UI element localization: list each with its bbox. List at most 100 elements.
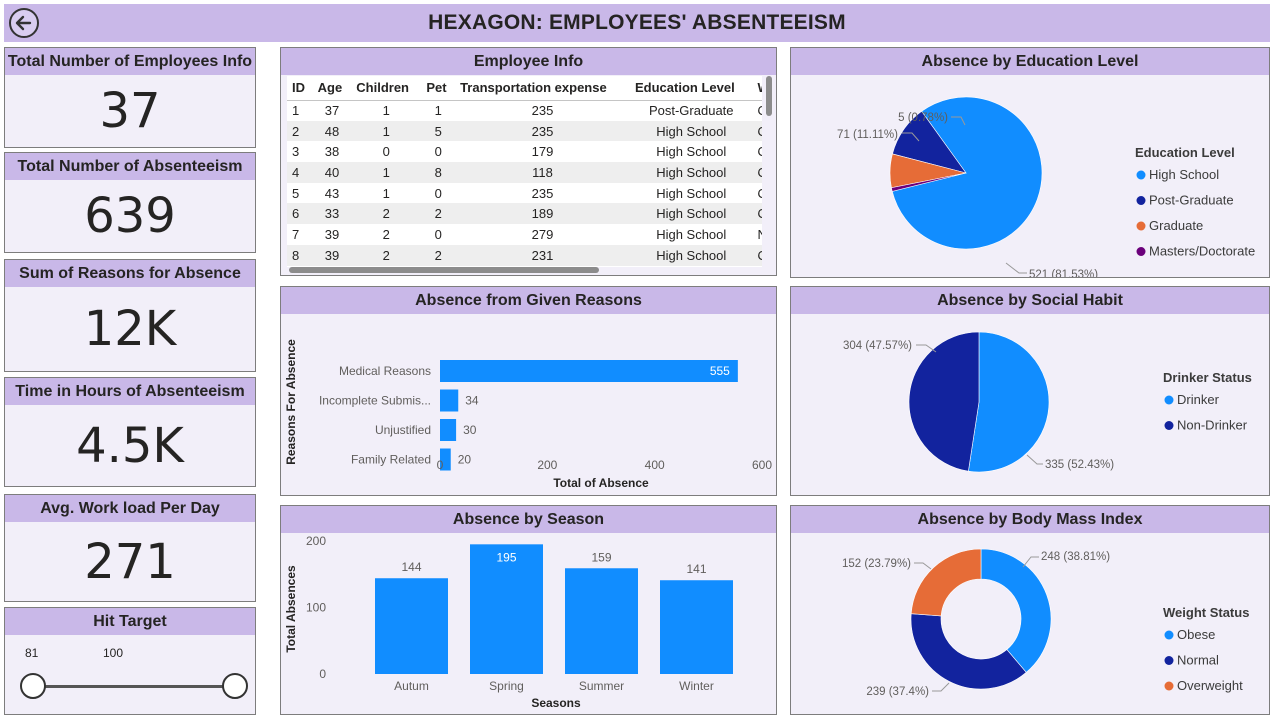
y-tick-label: 100 [306,601,326,615]
legend-item: Normal [1177,653,1219,668]
table-row[interactable]: 3 38 0 0 179 High School Ob [287,141,762,162]
pie-slice-overweight [910,548,982,617]
table-cell: 189 [455,203,630,225]
table-cell: Post-Graduate [648,103,734,119]
table-cell: 1 [351,120,422,142]
label-leader-line [1022,556,1039,568]
table-cell: No [753,224,763,245]
data-label: 141 [686,562,706,576]
table-cell: Ob [752,120,762,142]
table-cell: 235 [531,103,554,119]
column-header[interactable]: Pet [421,76,456,101]
legend-item: Overweight [1177,678,1243,693]
horizontal-scrollbar[interactable] [289,267,599,273]
chart-title: Absence by Body Mass Index [791,506,1269,533]
legend-marker [1164,656,1174,665]
kpi-card-total-employees: Total Number of Employees Info 37 [4,47,256,148]
label-leader-line [932,682,950,692]
table-cell: 2 [382,226,390,242]
slider-min-handle[interactable] [20,673,46,699]
legend-item: Graduate [1149,218,1203,233]
table-cell: 1 [434,103,442,119]
social-habit-chart: Absence by Social Habit 335 (52.43%) 304 … [790,286,1270,496]
kpi-title: Sum of Reasons for Absence [5,260,255,287]
kpi-title: Total Number of Absenteeism [5,153,255,180]
kpi-title: Time in Hours of Absenteeism [5,378,255,405]
table-cell: Over [752,203,762,225]
x-tick-label: 600 [752,458,772,472]
back-button[interactable] [9,8,39,38]
table-cell: 0 [434,185,442,201]
column-header[interactable]: ID [287,76,313,101]
legend-marker [1136,247,1146,256]
back-arrow-icon [15,15,32,31]
table-cell: 2 [287,120,313,142]
x-axis-title: Seasons [531,696,581,710]
table-cell: 39 [312,244,352,266]
kpi-card-sum-reasons: Sum of Reasons for Absence 12K [4,259,256,372]
table-scroll-area[interactable]: ID Age Children Pet Transportation expen… [287,76,762,267]
column-header[interactable]: Weigh [752,76,762,101]
table-cell: 0 [382,144,390,160]
legend-marker [1164,421,1174,430]
column-header[interactable]: Age [312,76,352,101]
column-header[interactable]: Children [351,76,422,101]
bar [440,389,459,412]
table-cell: 8 [287,244,313,266]
table-row[interactable]: 7 39 2 0 279 High School No [287,224,762,245]
legend-item: Post-Graduate [1149,193,1234,208]
x-axis-title: Total of Absence [553,476,649,490]
table-cell: 40 [312,162,352,183]
slider-min-input[interactable]: 81 [21,640,93,666]
table-row[interactable]: 5 43 1 0 235 High School Ob [287,183,762,204]
pie-slice-drinker [968,331,1050,473]
category-label: Winter [679,679,714,693]
table-cell: 4 [287,162,313,183]
chart-title: Absence from Given Reasons [281,287,776,314]
label-leader-line [951,116,966,126]
chart-title: Absence by Season [281,506,776,533]
table-cell: 6 [287,203,313,225]
table-cell: Ob [752,162,762,183]
column-header[interactable]: Education Level [630,76,753,101]
kpi-card-total-absenteeism: Total Number of Absenteeism 639 [4,152,256,253]
data-label: 5 (0.78%) [898,112,948,124]
slider-track[interactable] [33,685,233,688]
data-label: 555 [710,364,730,378]
x-tick-label: 0 [437,458,444,472]
table-row[interactable]: 1 37 1 1 235 Post-Graduate Ob [287,100,762,121]
data-label: 152 (23.79%) [842,558,911,570]
bar [660,580,733,674]
table-cell: 1 [292,103,300,119]
bmi-chart: Absence by Body Mass Index 248 (38.81%) 2… [790,505,1270,715]
table-cell: 0 [434,226,442,242]
reasons-chart: Absence from Given Reasons Medical Reaso… [280,286,777,496]
slider-max-input[interactable]: 100 [99,640,171,666]
legend-item: Non-Drinker [1177,418,1248,433]
table-cell: 5 [292,185,300,201]
table-cell: 3 [292,144,300,160]
table-cell: 38 [324,144,340,160]
table-cell: 1 [382,103,390,119]
legend-marker [1164,681,1174,691]
legend-marker [1136,221,1146,231]
kpi-title: Avg. Work load Per Day [5,495,255,522]
bar [375,578,448,674]
page-title: HEXAGON: EMPLOYEES' ABSENTEEISM [428,11,846,34]
slider-max-handle[interactable] [222,673,248,699]
y-tick-label: 200 [306,534,326,548]
column-header[interactable]: Transportation expense [455,76,630,101]
category-label: Medical Reasons [339,364,431,378]
table-cell: 39 [324,226,340,242]
legend-marker [1136,170,1146,180]
table-cell: 1 [382,185,390,201]
data-label: 239 (37.4%) [866,686,929,698]
vertical-scrollbar[interactable] [766,76,772,116]
kpi-value: 4.5K [76,417,184,474]
pie-slice-obese [980,548,1052,673]
